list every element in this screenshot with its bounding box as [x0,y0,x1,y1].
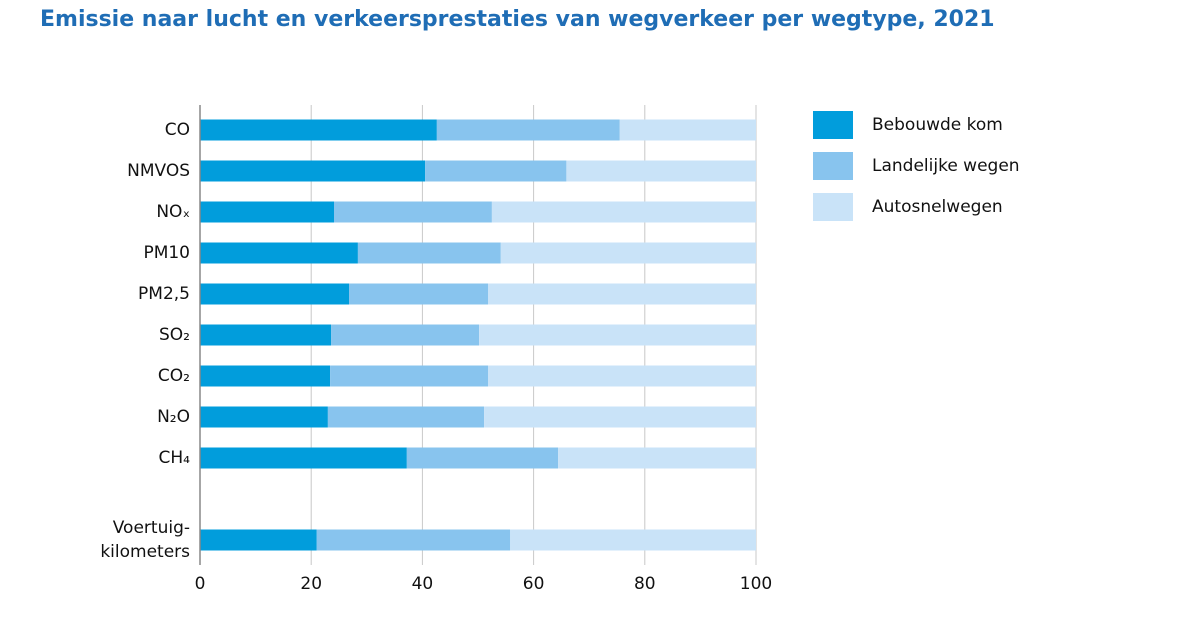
bar-segment [491,201,756,223]
bar-segment [488,365,756,387]
y-tick-label: N₂O [157,407,190,427]
bar-segment [488,283,756,305]
bar-segment [200,447,407,469]
bar-segment [484,406,756,428]
bar-segment [479,324,756,346]
bar-segment [510,529,756,551]
bar-segment [327,406,485,428]
x-tick-label: 80 [634,574,656,594]
bar-segment [200,119,437,141]
legend-swatch [813,193,853,221]
y-tick-label: Voertuig- kilometers [100,518,190,562]
bar-segment [200,324,332,346]
legend-label: Landelijke wegen [872,156,1020,176]
bar-segment [330,365,489,387]
y-tick-label: PM10 [143,243,190,263]
bar-segment [200,283,350,305]
bar-segment [316,529,511,551]
x-tick-label: 100 [740,574,772,594]
bar-segment [200,242,358,264]
bar-segment [200,160,426,182]
y-tick-label: PM2,5 [138,284,190,304]
x-tick-label: 20 [300,574,322,594]
legend-label: Autosnelwegen [872,197,1003,217]
bar-segment [500,242,756,264]
bar-segment [436,119,620,141]
y-tick-label: CH₄ [158,448,190,468]
legend-swatch [813,152,853,180]
bar-segment [619,119,756,141]
x-tick-label: 40 [412,574,434,594]
bar-segment [566,160,756,182]
y-tick-label: CO₂ [157,366,190,386]
bar-segment [331,324,480,346]
legend-label: Bebouwde kom [872,115,1003,135]
bar-segment [200,406,328,428]
bar-segment [200,529,317,551]
bar-segment [349,283,489,305]
x-tick-label: 60 [523,574,545,594]
y-tick-label: CO [164,120,190,140]
bar-segment [425,160,567,182]
bar-segment [406,447,559,469]
y-tick-label: NMVOS [127,161,190,181]
x-tick-label: 0 [195,574,206,594]
bar-segment [558,447,756,469]
bar-segment [200,365,331,387]
legend-swatch [813,111,853,139]
y-tick-label: NOₓ [156,202,190,222]
bar-segment [333,201,492,223]
y-tick-label: SO₂ [159,325,190,345]
bar-segment [200,201,334,223]
chart-title: Emissie naar lucht en verkeersprestaties… [40,7,995,32]
bar-segment [357,242,501,264]
